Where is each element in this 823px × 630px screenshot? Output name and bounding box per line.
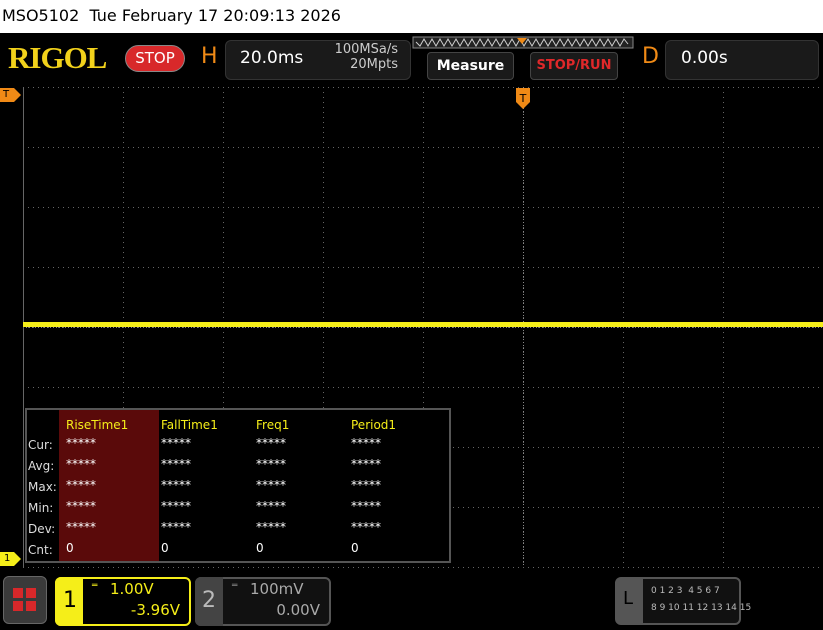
- measurement-value: *****: [66, 499, 96, 513]
- memory-depth: 20Mpts: [350, 57, 398, 72]
- delay-label: D: [642, 44, 659, 69]
- coupling-icon: ═: [232, 581, 238, 591]
- measurement-value: *****: [256, 457, 286, 471]
- selected-column: [59, 410, 159, 561]
- row-label: Cnt:: [28, 543, 53, 557]
- trigger-position-text: T: [519, 92, 527, 105]
- measurement-value: *****: [161, 457, 191, 471]
- measurement-value: 0: [161, 541, 169, 555]
- trigger-level-marker: [0, 88, 21, 102]
- delay-value: 0.00s: [681, 48, 728, 68]
- measurement-value: *****: [256, 520, 286, 534]
- column-header: RiseTime1: [66, 418, 129, 432]
- logic-channels-high: 8 9 10 11 12 13 14 15: [651, 603, 752, 613]
- channel2-scale: 100mV: [250, 580, 304, 598]
- trigger-position-marker: [516, 88, 530, 109]
- measurement-value: *****: [66, 457, 96, 471]
- ch1-trace: [23, 322, 823, 327]
- measure-button[interactable]: [427, 52, 514, 80]
- measurement-value: 0: [66, 541, 74, 555]
- logic-label: L: [623, 588, 634, 609]
- row-label: Min:: [28, 501, 54, 515]
- run-state-pill: [125, 45, 185, 72]
- measurement-value: *****: [256, 478, 286, 492]
- horizontal-panel[interactable]: [225, 40, 411, 80]
- measurement-value: 0: [351, 541, 359, 555]
- measurement-value: *****: [161, 520, 191, 534]
- row-label: Dev:: [28, 522, 56, 536]
- measurement-value: *****: [351, 436, 381, 450]
- column-header: Freq1: [256, 418, 290, 432]
- measurement-value: *****: [66, 478, 96, 492]
- channel1-tab: [55, 577, 83, 626]
- measure-label: Measure: [436, 58, 505, 74]
- row-label: Avg:: [28, 459, 55, 473]
- channel1-marker: [0, 552, 21, 566]
- column-header: Period1: [351, 418, 397, 432]
- channel2-tab: [195, 577, 223, 626]
- delay-panel[interactable]: [665, 40, 819, 80]
- channel1-scale: 1.00V: [110, 580, 154, 598]
- measurement-value: *****: [351, 478, 381, 492]
- channel1-number: 1: [63, 588, 77, 613]
- status-bar: [0, 0, 823, 33]
- measurement-value: *****: [161, 499, 191, 513]
- measurement-value: 0: [256, 541, 264, 555]
- timebase: 20.0ms: [240, 48, 304, 68]
- trigger-position-strip: [412, 36, 634, 49]
- channel1-offset: -3.96V: [130, 601, 180, 619]
- trigger-level-text: T: [3, 89, 10, 100]
- channel1-marker-text: 1: [4, 553, 11, 564]
- measurement-value: *****: [66, 520, 96, 534]
- horizontal-label: H: [201, 44, 218, 69]
- stop-run-button[interactable]: [530, 52, 618, 80]
- measurement-value: *****: [256, 436, 286, 450]
- status-text: MSO5102 Tue February 17 20:09:13 2026: [2, 6, 341, 25]
- menu-icon: [13, 588, 36, 611]
- run-state: STOP: [135, 49, 175, 67]
- measurement-value: *****: [161, 436, 191, 450]
- measurement-value: *****: [256, 499, 286, 513]
- logo: RIGOL: [8, 40, 107, 75]
- measurement-value: *****: [351, 520, 381, 534]
- row-label: Cur:: [28, 438, 53, 452]
- channel2-number: 2: [202, 588, 216, 613]
- row-label: Max:: [28, 480, 57, 494]
- stop-run-label: STOP/RUN: [536, 58, 612, 73]
- coupling-icon: ═: [92, 581, 98, 591]
- measurement-table: RiseTime1 FallTime1 Freq1 Period1 Cur: ***** *…: [25, 408, 451, 563]
- logic-channels-low: 0 1 2 3 4 5 6 7: [651, 586, 720, 596]
- channel2-offset: 0.00V: [276, 601, 320, 619]
- sample-rate: 100MSa/s: [334, 42, 398, 57]
- measurement-value: *****: [66, 436, 96, 450]
- measurement-value: *****: [351, 499, 381, 513]
- menu-button[interactable]: [3, 576, 47, 624]
- column-header: FallTime1: [161, 418, 218, 432]
- measurement-value: *****: [351, 457, 381, 471]
- logic-tab: [617, 579, 643, 623]
- measurement-value: *****: [161, 478, 191, 492]
